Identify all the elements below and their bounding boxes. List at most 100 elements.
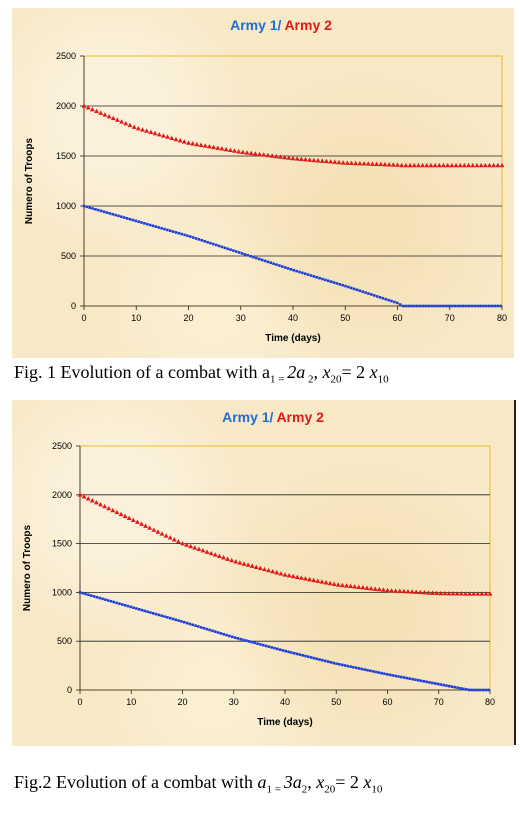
army-1-point (453, 304, 457, 308)
y-tick-label: 500 (57, 636, 72, 646)
army-1-point (329, 280, 333, 283)
army-2-point (357, 160, 363, 166)
army-2-point (212, 552, 218, 557)
army-1-point (381, 296, 385, 300)
army-1-point (411, 677, 414, 681)
army-2-point (266, 567, 271, 573)
army-1-point (301, 271, 304, 275)
army-2-point (428, 162, 434, 168)
army-1-point (395, 301, 399, 305)
caption-formula-part: a (292, 772, 302, 792)
army-2-point (467, 591, 472, 596)
army-1-point (436, 682, 440, 686)
army-2-point (119, 119, 125, 124)
army-1-point (182, 620, 186, 624)
army-1-point (366, 668, 369, 672)
army-1-point (111, 212, 115, 216)
army-2-point (248, 150, 254, 156)
army-2-point (397, 588, 403, 593)
army-1-point (188, 622, 192, 626)
army-2-point (378, 161, 384, 167)
army-1-point (275, 263, 278, 266)
army-1-point (273, 646, 276, 650)
x-axis-label: Time (days) (265, 333, 320, 344)
army-1-point (407, 304, 411, 308)
army-1-point (191, 623, 195, 627)
army-1-point (470, 688, 474, 692)
army-2-point (323, 580, 329, 585)
army-1-point (369, 669, 372, 673)
caption-formula-part: 2 (305, 373, 314, 386)
caption-formula-part: 1 (269, 373, 276, 386)
army-2-point (319, 579, 325, 584)
army-2-point (434, 590, 440, 596)
army-1-point (203, 239, 206, 243)
army-2-point (180, 541, 185, 546)
army-1-point (462, 687, 465, 691)
army-1-point (344, 284, 347, 288)
army-1-point (416, 304, 419, 308)
army-2-point (324, 158, 329, 164)
army-1-point (367, 292, 370, 295)
chart-title-army2: Army 2 (276, 409, 324, 425)
army-1-point (281, 649, 285, 652)
army-2-point (453, 162, 459, 168)
army-1-point (148, 223, 152, 227)
army-1-point (315, 657, 319, 661)
army-2-point (364, 585, 370, 590)
army-2-point (223, 146, 229, 152)
y-tick-label: 1000 (56, 201, 76, 211)
army-2-point (144, 128, 150, 133)
army-2-point (81, 494, 87, 499)
army-2-point (365, 161, 371, 166)
army-1-point (171, 230, 175, 233)
army-2-point (413, 589, 419, 594)
army-1-point (191, 236, 195, 239)
caption-2-prefix: Fig.2 Evolution of a combat with (14, 772, 258, 792)
x-tick-label: 40 (288, 313, 298, 323)
army-2-point (85, 105, 91, 110)
army-1-point (146, 610, 149, 614)
army-2-point (110, 507, 116, 513)
page-border (513, 400, 516, 745)
army-2-point (311, 157, 317, 163)
army-1-point (447, 304, 451, 308)
army-2-point (261, 152, 267, 157)
army-2-point (270, 568, 276, 574)
army-2-point (192, 545, 198, 550)
army-1-point (134, 219, 138, 223)
chart-panel-1: 0 500 1000 1500 2000 2500 0 10 20 30 40 50 60 70 80 Arm… (12, 8, 514, 358)
caption-formula-part: 2 (287, 362, 297, 382)
army-1-point (286, 267, 290, 270)
army-1-point (393, 300, 396, 304)
y-tick-label: 1500 (52, 539, 72, 549)
army-1-point (189, 235, 192, 238)
army-2-point (200, 548, 206, 553)
army-2-point (184, 542, 189, 547)
army-1-point (374, 670, 378, 674)
x-tick-label: 10 (126, 697, 136, 707)
army-1-point (89, 594, 93, 597)
army-1-point (206, 240, 209, 244)
army-2-point (303, 156, 308, 162)
army-1-point (229, 248, 232, 251)
army-2-point (177, 138, 183, 143)
y-tick-label: 1500 (56, 151, 76, 161)
army-1-point (383, 672, 386, 676)
army-1-point (289, 268, 293, 271)
figure-2-caption: Fig.2 Evolution of a combat with a1 = 3a… (14, 772, 382, 796)
army-1-point (338, 662, 341, 666)
army-2-point (352, 584, 358, 589)
army-1-point (217, 244, 221, 248)
army-2-point (159, 531, 165, 536)
caption-formula-part: = (271, 783, 284, 796)
army-1-point (484, 688, 488, 692)
chart-panel-2: 0 500 1000 1500 2000 2500 0 10 20 30 40 50 60 70 80 Arm… (12, 400, 514, 746)
army-1-point (101, 597, 104, 601)
army-1-point (132, 606, 135, 609)
army-1-point (98, 596, 102, 600)
army-1-point (332, 281, 336, 284)
army-1-point (318, 658, 321, 661)
army-1-point (259, 643, 262, 646)
army-1-point (352, 665, 355, 669)
